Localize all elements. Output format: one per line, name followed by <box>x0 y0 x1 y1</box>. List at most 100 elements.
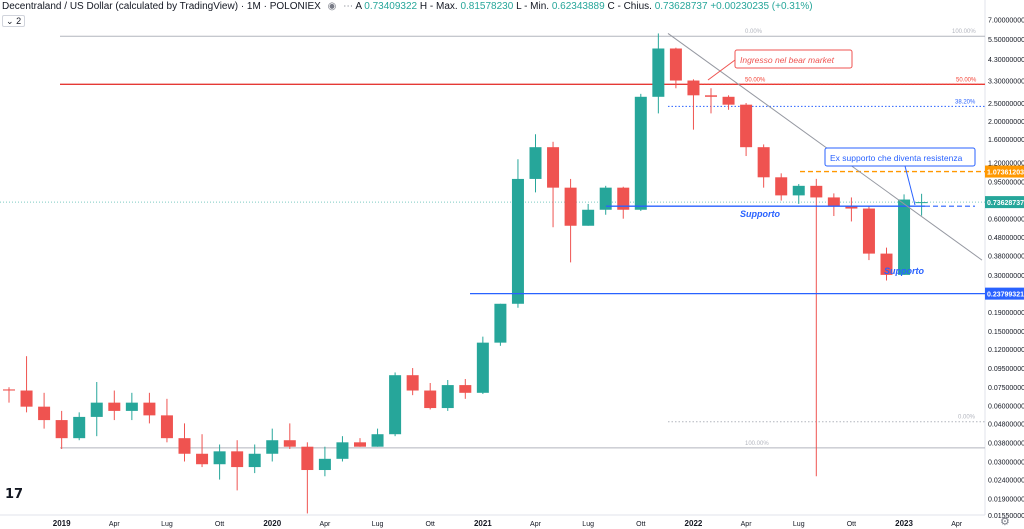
price-tag <box>985 165 1024 178</box>
x-tick-label: Apr <box>951 521 963 528</box>
fib-label: 0.00% <box>958 415 976 421</box>
candle-body <box>564 187 577 226</box>
candle-body <box>354 442 366 447</box>
candle-body <box>792 185 805 196</box>
candle-body <box>38 406 51 421</box>
x-tick-label: Lug <box>582 521 594 528</box>
price-tag <box>985 287 1024 300</box>
candle-body <box>810 185 823 198</box>
candle-body <box>775 177 788 196</box>
y-tick-label: 0.06000000 <box>988 403 1024 410</box>
candle-body <box>424 390 437 409</box>
x-tick-label: Ott <box>636 521 645 528</box>
candle-body <box>55 420 68 439</box>
candle-body <box>73 416 86 439</box>
candle-body <box>476 342 489 393</box>
x-tick-label: Ott <box>847 521 856 528</box>
price-tag-label: 1.07361203 <box>987 170 1024 177</box>
candle-body <box>722 96 735 105</box>
indicator-toggle[interactable]: ⌄ 2 <box>2 15 26 27</box>
y-tick-label: 0.02400000 <box>988 478 1024 485</box>
bear-market-label: Ingresso nel bear market <box>740 55 835 65</box>
change-value: +0.00230235 (+0.31%) <box>710 1 813 12</box>
high-label: H - Max. <box>419 1 458 12</box>
candle-body <box>160 415 173 439</box>
close-value: 0.73628737 <box>654 1 708 12</box>
ex-support-label: Ex supporto che diventa resistenza <box>830 153 963 163</box>
candle-body <box>757 147 770 178</box>
y-tick-label: 0.48000000 <box>988 235 1024 242</box>
x-tick-label: Ott <box>426 521 435 528</box>
y-tick-label: 1.20000000 <box>988 161 1024 168</box>
candle-body <box>862 208 875 254</box>
x-tick-label: Apr <box>319 521 331 528</box>
candle-body <box>494 303 507 343</box>
candle-body <box>599 187 612 210</box>
fib-label: 38.20% <box>955 99 976 105</box>
candle-body <box>318 458 331 471</box>
y-tick-label: 7.00000000 <box>988 18 1024 25</box>
support-label: Supporto <box>740 209 780 219</box>
y-tick-label: 0.95000000 <box>988 179 1024 186</box>
y-tick-label: 0.38000000 <box>988 254 1024 261</box>
y-tick-label: 0.19000000 <box>988 310 1024 317</box>
candle-body <box>687 80 700 96</box>
candle-body <box>90 402 103 417</box>
candle-body <box>441 385 454 409</box>
candle-body <box>371 434 384 447</box>
eye-icon[interactable]: ◉ <box>327 1 337 12</box>
candle-body <box>705 95 717 97</box>
candle-body <box>634 96 647 210</box>
y-tick-label: 3.30000000 <box>988 79 1024 86</box>
candle-body <box>880 253 893 275</box>
y-tick-label: 0.09500000 <box>988 366 1024 373</box>
candle-body <box>248 453 261 468</box>
more-icon[interactable]: ⋯ <box>343 1 354 12</box>
gear-icon[interactable]: ⚙ <box>1000 516 1010 528</box>
candle-body <box>652 48 665 97</box>
open-value: 0.73409322 <box>364 1 418 12</box>
y-tick-label: 0.03800000 <box>988 440 1024 447</box>
x-tick-label: Lug <box>793 521 805 528</box>
fib-label: 50.00% <box>745 77 766 83</box>
candle-body <box>266 440 279 454</box>
candle-body <box>547 147 560 188</box>
x-tick-label: Apr <box>109 521 121 528</box>
candle-body <box>582 209 595 226</box>
candle-body <box>283 440 296 447</box>
x-tick-label: 2020 <box>263 519 281 528</box>
y-tick-label: 0.60000000 <box>988 217 1024 224</box>
candle-body <box>898 199 911 275</box>
bear-callout-pointer <box>707 59 736 81</box>
open-label: A <box>355 1 362 12</box>
high-value: 0.81578230 <box>460 1 514 12</box>
bear-callout-box <box>734 49 853 69</box>
low-label: L - Min. <box>516 1 550 12</box>
candle-body <box>827 197 840 207</box>
y-tick-label: 4.30000000 <box>988 57 1024 64</box>
indicator-count: 2 <box>16 16 22 26</box>
ex-support-pointer <box>904 165 916 206</box>
y-tick-label: 0.30000000 <box>988 273 1024 280</box>
y-tick-label: 0.03000000 <box>988 459 1024 466</box>
x-tick-label: 2022 <box>685 519 703 528</box>
x-tick-label: 2023 <box>895 519 913 528</box>
candle-body <box>389 375 402 435</box>
x-tick-label: 2021 <box>474 519 492 528</box>
candle-body <box>529 147 542 179</box>
candle-body <box>511 178 524 304</box>
y-tick-label: 2.50000000 <box>988 101 1024 108</box>
fib-label: 100.00% <box>745 441 769 447</box>
support-label: Supporto <box>884 266 924 276</box>
candle-body <box>143 402 156 416</box>
candle-body <box>125 402 138 411</box>
symbol-title[interactable]: Decentraland / US Dollar (calculated by … <box>2 1 321 12</box>
candle-body <box>301 446 314 471</box>
candle-body <box>3 389 15 391</box>
x-tick-label: Ott <box>215 521 224 528</box>
x-tick-label: Apr <box>741 521 753 528</box>
y-tick-label: 0.01900000 <box>988 496 1024 503</box>
ex-support-callout-box <box>824 147 976 167</box>
fib-label: 50.00% <box>956 77 977 83</box>
